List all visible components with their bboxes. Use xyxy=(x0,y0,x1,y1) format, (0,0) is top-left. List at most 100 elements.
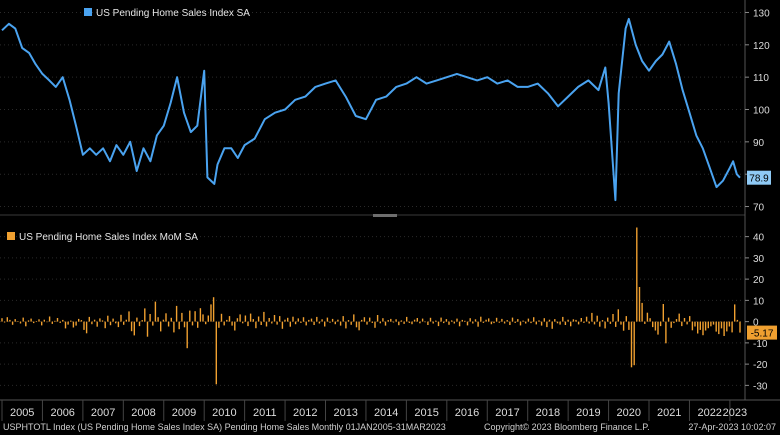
y-tick-label: 20 xyxy=(753,275,765,286)
mom-bar xyxy=(247,321,249,327)
mom-last-value-tag: -5.17 xyxy=(747,325,777,340)
x-tick-label: 2016 xyxy=(455,407,479,419)
mom-bar xyxy=(480,316,482,322)
mom-bar xyxy=(236,318,239,322)
y-tick-label: -10 xyxy=(753,339,768,350)
mom-bar xyxy=(165,313,167,322)
mom-bar xyxy=(78,318,80,322)
mom-bar xyxy=(342,316,344,322)
legend-swatch-blue xyxy=(84,8,92,16)
mom-bar xyxy=(445,319,448,322)
mom-bar xyxy=(421,318,424,322)
mom-bar xyxy=(667,317,670,322)
mom-bar xyxy=(321,319,323,322)
mom-bar xyxy=(482,321,485,323)
x-axis-years: 2005 2006 2007 2008 2009 2010 2011 2012 2013 2014… xyxy=(1,400,747,421)
mom-bar xyxy=(41,321,43,326)
y-tick-label: 40 xyxy=(753,233,765,244)
x-tick-label: 2014 xyxy=(374,407,398,419)
mom-bar xyxy=(302,317,305,322)
mom-bar xyxy=(305,321,307,326)
mom-bar xyxy=(678,313,680,322)
mom-bar xyxy=(289,321,291,327)
mom-bar xyxy=(654,321,657,331)
mom-bar xyxy=(517,319,519,322)
mom-bar xyxy=(228,316,231,322)
mom-bar xyxy=(530,321,532,324)
mom-bar xyxy=(170,317,172,322)
mom-bar xyxy=(453,321,455,324)
mom-bar xyxy=(350,321,352,325)
mom-bar xyxy=(345,321,347,329)
mom-bar xyxy=(292,316,294,322)
mom-bar xyxy=(633,321,635,366)
y-tick-label: 120 xyxy=(753,41,770,52)
mom-bar xyxy=(577,321,580,325)
mom-bar xyxy=(318,321,321,324)
mom-bar xyxy=(154,301,157,322)
mom-bar xyxy=(630,321,633,368)
mom-bar xyxy=(220,313,223,322)
mom-bar xyxy=(474,319,477,322)
x-tick-label: 2020 xyxy=(617,407,641,419)
mom-bar xyxy=(498,321,500,323)
mom-bar xyxy=(249,313,252,322)
mom-bar xyxy=(419,321,421,324)
mom-bar xyxy=(197,321,199,328)
mom-bar xyxy=(123,321,125,325)
mom-bar xyxy=(607,317,609,322)
mom-bar xyxy=(641,302,643,322)
mom-bar xyxy=(136,317,138,322)
mom-bar xyxy=(205,321,207,325)
mom-bar xyxy=(199,308,202,322)
mom-bar xyxy=(35,321,38,322)
mom-bar xyxy=(408,321,411,323)
mom-bar xyxy=(337,319,339,322)
mom-bar xyxy=(355,321,358,328)
mom-bar xyxy=(437,321,440,327)
mom-bar xyxy=(734,304,736,322)
mom-bar xyxy=(239,314,241,322)
x-tick-label: 2017 xyxy=(495,407,519,419)
mom-bar xyxy=(43,319,45,322)
mom-bar xyxy=(382,318,384,322)
mom-bar xyxy=(33,321,35,324)
mom-bar xyxy=(167,321,170,327)
mom-bar xyxy=(326,317,329,322)
mom-bar xyxy=(30,318,32,322)
mom-bar xyxy=(268,318,270,322)
mom-bar xyxy=(644,321,646,324)
mom-bar xyxy=(141,320,143,322)
mom-bar xyxy=(133,321,135,336)
mom-bar xyxy=(533,317,535,322)
mom-bar xyxy=(387,320,389,322)
y-tick-label: 100 xyxy=(753,106,770,117)
mom-bar xyxy=(646,312,649,322)
mom-bar xyxy=(514,321,516,323)
mom-bar xyxy=(617,309,619,322)
mom-bar xyxy=(9,319,11,322)
mom-bar xyxy=(130,321,133,332)
index-last-value-tag: 78.9 xyxy=(747,170,771,185)
mom-bar xyxy=(636,227,638,322)
mom-bar xyxy=(519,321,522,326)
mom-bar xyxy=(506,320,508,322)
mom-bar xyxy=(493,321,495,324)
mom-bar xyxy=(458,321,461,327)
mom-bar xyxy=(448,321,450,325)
y-tick-label: 110 xyxy=(753,73,769,84)
mom-bar xyxy=(149,314,151,322)
mom-bar xyxy=(329,321,331,323)
mom-bars xyxy=(1,227,741,385)
index-legend[interactable]: US Pending Home Sales Index SA xyxy=(84,8,250,19)
footer-copyright: Copyright© 2023 Bloomberg Finance L.P. xyxy=(484,422,650,432)
mom-legend[interactable]: US Pending Home Sales Index MoM SA xyxy=(7,232,198,243)
mom-bar xyxy=(379,321,381,324)
panel-resize-handle[interactable] xyxy=(373,214,397,217)
mom-bar xyxy=(88,316,90,322)
mom-bar xyxy=(226,319,228,322)
mom-bar xyxy=(543,318,545,322)
x-tick-label: 2015 xyxy=(414,407,438,419)
y-tick-label: 130 xyxy=(753,8,770,19)
mom-bar xyxy=(659,321,662,327)
